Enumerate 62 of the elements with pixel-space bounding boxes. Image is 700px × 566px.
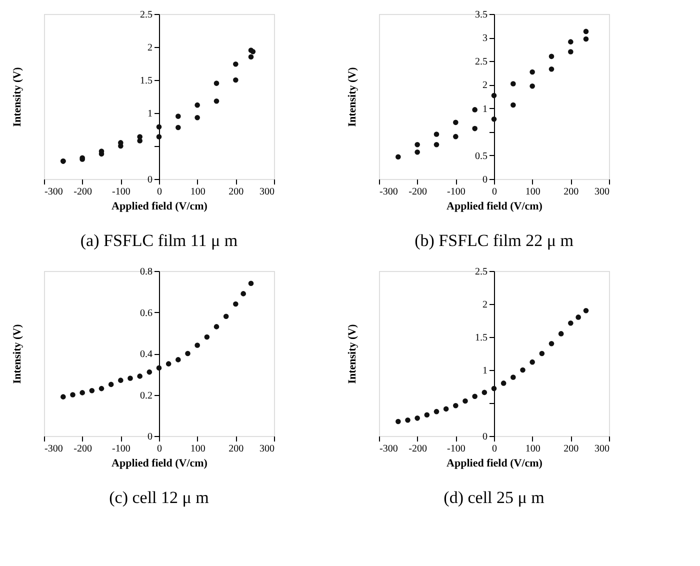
x-tick-label: 200 (564, 444, 579, 454)
x-tick-label: 300 (594, 444, 610, 454)
x-tick-label: -100 (112, 186, 130, 198)
x-tick-label: -200 (408, 444, 428, 454)
x-tick-label: 300 (260, 444, 274, 454)
x-axis-title: Applied field (V/cm) (112, 458, 208, 470)
y-tick-label: 0 (482, 432, 488, 442)
x-tick-label: 0 (157, 186, 162, 198)
x-tick-label: 300 (594, 186, 610, 198)
x-tick-label: -100 (112, 444, 130, 454)
y-tick-label: 2 (482, 300, 488, 310)
y-tick-label: 0 (482, 174, 488, 186)
text: (d) cell 25 μ m (444, 488, 544, 507)
x-tick-label: 100 (525, 444, 540, 454)
y-axis-title: Intensity (V) (346, 66, 358, 127)
x-tick-label: 0 (492, 186, 497, 198)
y-tick-label: 0.4 (140, 349, 152, 360)
y-tick-label: 0.2 (140, 390, 152, 402)
y-tick-label: 0.6 (140, 308, 152, 319)
y-tick-label: 1 (482, 104, 488, 115)
y-tick-label: 1 (482, 366, 488, 376)
x-tick-label: 0 (492, 444, 497, 454)
y-tick-label: 2.5 (475, 56, 488, 68)
y-tick-label: 2 (148, 42, 152, 54)
y-tick-label: 2.5 (140, 10, 152, 20)
y-tick-label: 1.5 (140, 76, 152, 86)
x-tick-label: -200 (74, 186, 92, 198)
y-tick-label: 0.8 (140, 266, 152, 278)
x-tick-label: 0 (157, 444, 162, 454)
x-tick-label: -300 (44, 444, 63, 454)
x-axis-title: Applied field (V/cm) (446, 200, 543, 212)
x-axis-title: Applied field (V/cm) (112, 200, 208, 212)
x-axis-title: Applied field (V/cm) (446, 458, 543, 470)
y-tick-label: 2.5 (475, 266, 488, 278)
y-tick-label: 0 (148, 174, 152, 186)
x-tick-label: 200 (228, 186, 244, 198)
y-tick-label: 0.5 (475, 150, 488, 162)
text: (b) FSFLC film 22 μ m (414, 231, 574, 250)
x-tick-label: 100 (190, 444, 206, 454)
x-tick-label: -300 (380, 186, 398, 198)
y-tick-label: 0 (148, 432, 152, 442)
y-tick-label: 2 (482, 80, 488, 92)
x-tick-label: 200 (228, 444, 244, 454)
text: (c) cell 12 μ m (109, 488, 209, 507)
y-tick-label: 3.5 (475, 10, 488, 20)
x-tick-label: -100 (446, 444, 466, 454)
x-tick-label: 100 (190, 186, 206, 198)
y-tick-label: 3 (482, 33, 488, 44)
x-tick-label: -200 (74, 444, 92, 454)
x-tick-label: -300 (44, 186, 63, 198)
x-tick-label: 200 (564, 186, 579, 198)
y-tick-label: 1.5 (475, 332, 488, 344)
x-tick-label: 300 (260, 186, 274, 198)
x-tick-label: -300 (380, 444, 398, 454)
y-axis-title: Intensity (V) (12, 324, 24, 384)
x-tick-label: -200 (408, 186, 428, 198)
text: (a) FSFLC film 11 μ m (80, 231, 238, 250)
y-axis-title: Intensity (V) (346, 324, 358, 384)
y-axis-title: Intensity (V) (12, 66, 24, 127)
x-tick-label: -100 (446, 186, 466, 198)
x-tick-label: 100 (525, 186, 540, 198)
y-tick-label: 1 (148, 108, 152, 120)
